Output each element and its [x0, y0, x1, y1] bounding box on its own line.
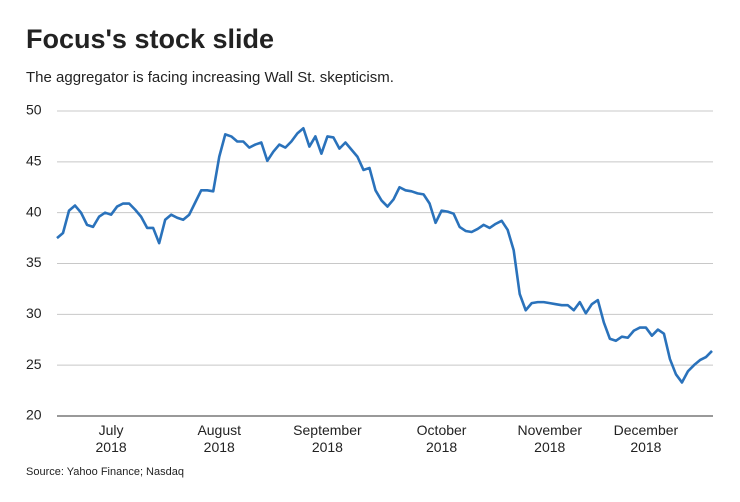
x-tick-label: December 2018 [613, 422, 679, 455]
y-tick-label: 35 [26, 254, 42, 270]
x-tick-label: September 2018 [293, 422, 362, 455]
x-tick-label: October 2018 [416, 422, 467, 455]
y-tick-label: 30 [26, 305, 42, 321]
x-tick-label: August 2018 [197, 422, 242, 455]
x-tick-label: November 2018 [517, 422, 583, 455]
y-tick-label: 25 [26, 356, 42, 372]
y-tick-label: 45 [26, 153, 42, 169]
y-tick-label: 20 [26, 407, 42, 423]
x-tick-label: July 2018 [95, 422, 127, 455]
y-tick-label: 50 [26, 102, 42, 118]
source-note: Source: Yahoo Finance; Nasdaq [26, 466, 184, 478]
price-line [56, 126, 713, 384]
chart-title: Focus's stock slide [26, 24, 274, 54]
y-tick-label: 40 [26, 203, 42, 219]
chart-subtitle: The aggregator is facing increasing Wall… [26, 69, 394, 86]
